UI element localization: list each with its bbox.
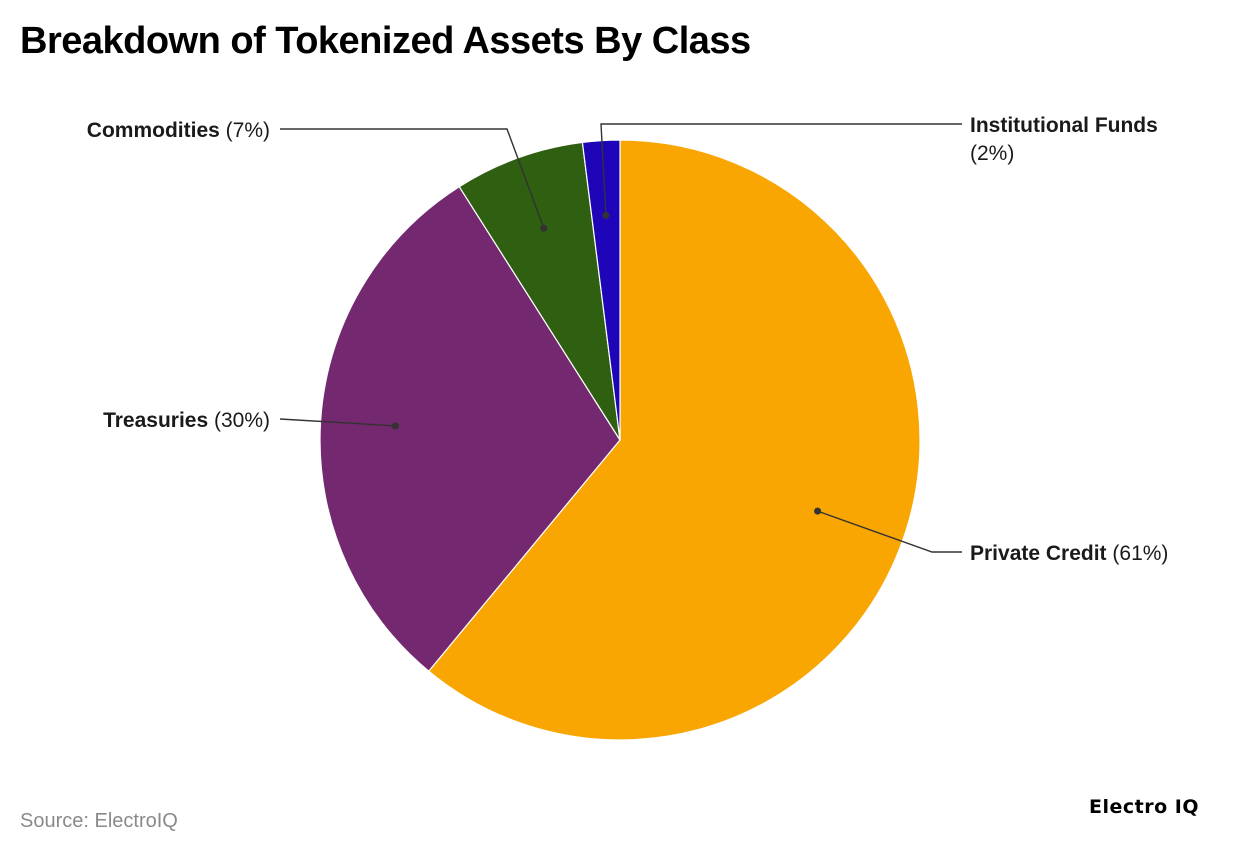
leader-line-commodities [280, 128, 545, 229]
slice-label-value-commodities: (7%) [220, 119, 270, 142]
leader-line-institutional-funds [600, 123, 962, 216]
leader-dot-commodities [540, 224, 548, 232]
slice-label-value-institutional-funds: (2%) [970, 142, 1014, 165]
pie-labels: Private Credit (61%) Treasuries (30%) Comm… [87, 114, 1169, 565]
slice-label-value-private-credit: (61%) [1107, 542, 1169, 565]
slice-label-institutional-funds: Institutional Funds (2%) [970, 114, 1158, 165]
leader-dot-private-credit [814, 507, 822, 515]
leader-dot-institutional-funds [602, 211, 610, 219]
pie-slice-institutional-funds [581, 139, 621, 441]
chart-title: Breakdown of Tokenized Assets By Class [20, 20, 751, 62]
slice-label-private-credit: Private Credit (61%) [970, 542, 1168, 565]
source-note: Source: ElectroIQ [20, 810, 178, 832]
slice-label-name-treasuries: Treasuries [103, 409, 208, 432]
brand-logo: Electro IQ [1089, 796, 1199, 818]
leader-line-private-credit [817, 510, 962, 553]
slice-label-value-treasuries: (30%) [208, 409, 270, 432]
leader-dot-treasuries [391, 422, 399, 430]
slice-label-treasuries: Treasuries (30%) [103, 409, 270, 432]
pie-slices [319, 139, 921, 741]
pie-leader-lines [279, 123, 962, 553]
slice-label-commodities: Commodities (7%) [87, 119, 270, 142]
slice-label-name-institutional-funds: Institutional Funds [970, 114, 1158, 137]
leader-line-treasuries [279, 418, 396, 427]
slice-label-name-private-credit: Private Credit [970, 542, 1107, 565]
slice-label-name-commodities: Commodities [87, 119, 220, 142]
